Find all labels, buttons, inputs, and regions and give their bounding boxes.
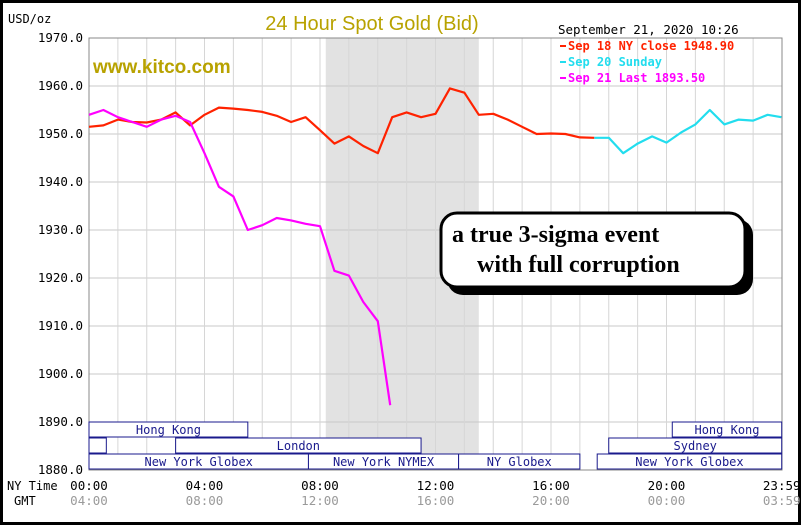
series-line-0 [88, 87, 595, 155]
x-tick-label-gmt: 03:59 [763, 493, 801, 508]
x-label-gmt: GMT [14, 494, 36, 508]
x-tick-label-ny: 20:00 [648, 478, 686, 493]
x-tick-label-ny: 23:59 [763, 478, 801, 493]
y-tick-label: 1960.0 [38, 78, 83, 93]
y-tick-label: 1900.0 [38, 366, 83, 381]
annotation-line-1: a true 3-sigma event [452, 222, 659, 248]
y-tick-label: 1970.0 [38, 30, 83, 45]
session-label: London [277, 439, 320, 453]
chart-title: 24 Hour Spot Gold (Bid) [265, 13, 478, 35]
legend-item-sep18: Sep 18 NY close 1948.90 [568, 39, 734, 53]
session-bar [458, 453, 581, 470]
session-bar [88, 437, 107, 454]
y-unit-label: USD/oz [8, 12, 51, 26]
y-tick-label: 1950.0 [38, 126, 83, 141]
session-label: Hong Kong [694, 423, 759, 437]
y-tick-label: 1880.0 [38, 462, 83, 477]
session-bar [671, 421, 783, 438]
x-tick-label-gmt: 04:00 [70, 493, 108, 508]
session-label: New York Globex [145, 455, 253, 469]
y-tick-label: 1940.0 [38, 174, 83, 189]
y-tick-label: 1920.0 [38, 270, 83, 285]
annotation-callout: a true 3-sigma event with full corruptio… [439, 211, 753, 295]
legend-item-sep20: Sep 20 Sunday [568, 55, 662, 69]
plot-border [88, 37, 783, 471]
x-tick-label-ny: 04:00 [186, 478, 224, 493]
x-tick-label-ny: 00:00 [70, 478, 108, 493]
x-tick-label-gmt: 16:00 [417, 493, 455, 508]
session-label: NY Globex [487, 455, 552, 469]
session-bar [175, 437, 422, 454]
session-bar [88, 421, 249, 438]
x-tick-label-gmt: 12:00 [301, 493, 339, 508]
series-line-2 [88, 108, 392, 406]
timestamp: September 21, 2020 10:26 [558, 22, 739, 37]
series-line-1 [594, 108, 782, 155]
session-label: Hong Kong [136, 423, 201, 437]
y-tick-label: 1890.0 [38, 414, 83, 429]
session-label: New York Globex [635, 455, 743, 469]
x-tick-label-gmt: 00:00 [648, 493, 686, 508]
x-tick-label-ny: 08:00 [301, 478, 339, 493]
x-tick-label-ny: 12:00 [417, 478, 455, 493]
session-label: New York NYMEX [333, 455, 435, 469]
x-label-ny-time: NY Time [7, 479, 58, 493]
legend-item-sep21: Sep 21 Last 1893.50 [568, 71, 705, 85]
watermark: www.kitco.com [92, 57, 231, 78]
y-tick-label: 1910.0 [38, 318, 83, 333]
annotation-box [439, 211, 747, 289]
annotation-line-2: with full corruption [477, 252, 680, 278]
session-label: Sydney [674, 439, 717, 453]
x-tick-label-gmt: 08:00 [186, 493, 224, 508]
x-tick-label-ny: 16:00 [532, 478, 570, 493]
session-bar [596, 453, 783, 470]
x-tick-label-gmt: 20:00 [532, 493, 570, 508]
y-tick-label: 1930.0 [38, 222, 83, 237]
session-bar [608, 437, 783, 454]
